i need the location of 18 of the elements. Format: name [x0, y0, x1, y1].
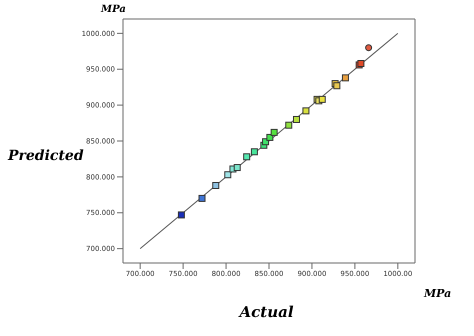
y-axis-title: Predicted	[8, 148, 84, 164]
text: MPa	[101, 4, 126, 15]
point	[178, 211, 185, 218]
point	[292, 116, 300, 123]
point	[302, 107, 310, 114]
point	[318, 96, 326, 103]
text: MPa	[424, 287, 452, 300]
point	[342, 74, 349, 82]
point	[250, 148, 258, 156]
x-axis-title: Actual	[240, 303, 294, 321]
point	[234, 164, 241, 172]
point	[243, 153, 250, 160]
point	[285, 122, 292, 129]
point	[270, 128, 278, 136]
point	[212, 182, 220, 189]
point	[365, 44, 372, 52]
point	[198, 194, 206, 202]
point	[224, 171, 232, 178]
